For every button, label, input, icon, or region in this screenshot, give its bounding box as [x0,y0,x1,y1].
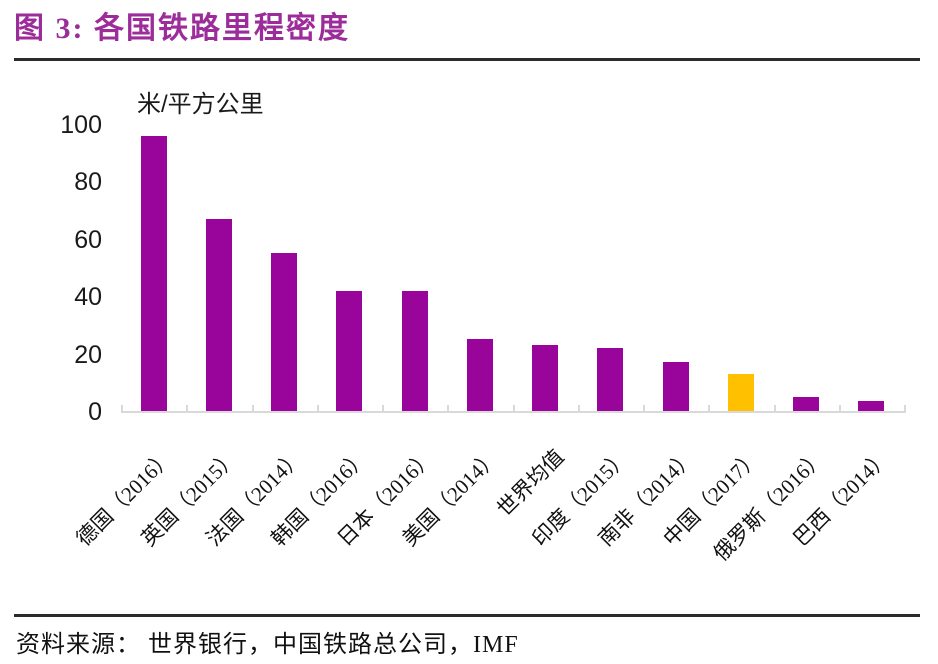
chart-bar [532,345,559,411]
axis-tick [512,405,515,411]
source-note: 资料来源： 世界银行，中国铁路总公司，IMF [16,632,519,658]
chart-bar [727,373,754,411]
axis-tick [447,405,450,411]
axis-tick [121,405,123,411]
y-tick-label: 60 [74,225,102,254]
axis-tick [251,405,254,411]
axis-tick [643,405,645,411]
chart-bar [662,362,689,411]
chart-bar [205,218,232,411]
axis-tick [382,405,384,411]
axis-tick [186,405,189,411]
chart-bar [401,290,428,411]
source-divider [14,614,920,617]
axis-tick [838,405,841,411]
chart-bar [466,339,493,412]
chart-bar [858,401,885,411]
axis-tick [904,405,906,411]
figure-title: 图 3: 各国铁路里程密度 [14,12,350,45]
chart-bar [140,135,167,411]
y-tick-label: 100 [60,111,102,139]
y-tick-label: 0 [88,398,102,426]
x-axis-line [121,411,906,413]
axis-tick [316,405,319,411]
y-tick-label: 40 [74,283,102,312]
axis-tick [773,405,776,411]
axis-tick [577,405,580,411]
y-axis-unit-label: 米/平方公里 [137,91,264,118]
chart-bar [597,347,624,411]
chart-bar [271,253,298,411]
title-divider [14,58,920,61]
y-tick-label: 80 [74,168,102,197]
chart-bar [336,290,363,411]
axis-tick [708,405,711,411]
y-tick-label: 20 [74,340,102,369]
chart-bar [793,396,820,411]
